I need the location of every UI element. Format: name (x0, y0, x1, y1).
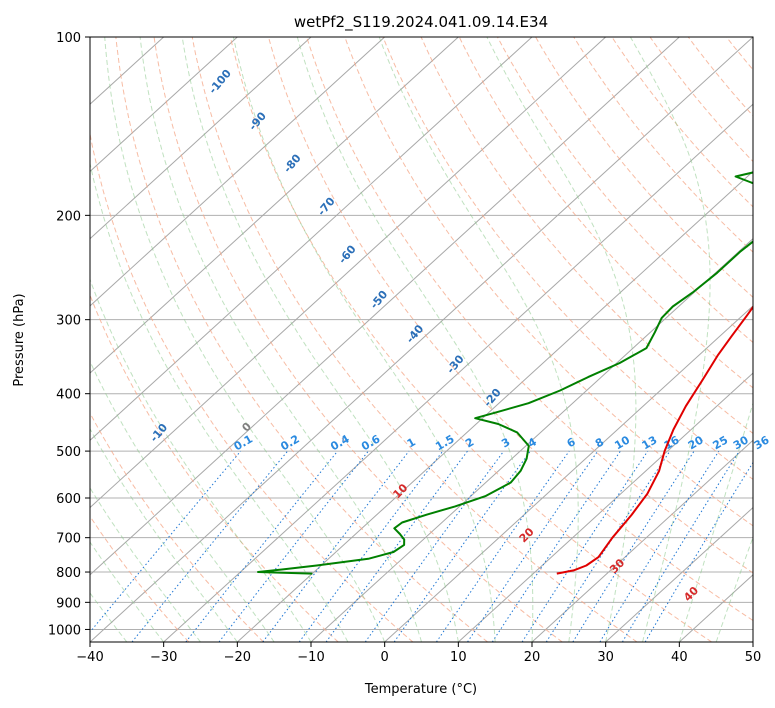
dry-adiabat-line (496, 37, 753, 344)
dry-adiabat-line (382, 37, 753, 481)
mixing-ratio-line (521, 450, 649, 642)
y-tick-label: 900 (56, 596, 81, 611)
mixing-ratio-line (262, 450, 410, 642)
isotherm-line (605, 506, 753, 642)
y-tick-label: 1000 (48, 623, 81, 638)
background-lines (90, 37, 753, 642)
x-tick-label: 50 (745, 650, 762, 665)
isotherm-line (90, 37, 607, 509)
isotherm-line (90, 37, 459, 374)
y-tick-label: 300 (56, 314, 81, 329)
dry-adiabat-line (153, 37, 563, 642)
moist-adiabat-line (90, 427, 238, 642)
dry-adiabat-line (573, 37, 753, 253)
mixing-ratio-line (90, 450, 242, 633)
mixing-ratio-line (491, 450, 621, 642)
dry-adiabat-line (115, 37, 488, 642)
isotherm-line (90, 37, 533, 442)
x-tick-label: 30 (597, 650, 614, 665)
dry-adiabat-line (90, 293, 339, 642)
moist-adiabat-line (90, 277, 312, 642)
mixing-ratio-line (572, 450, 695, 642)
moist-adiabat-line (181, 37, 459, 642)
y-axis: 100 200 300 400 500 600 700 800 900 1000 (48, 31, 90, 638)
x-tick-label: 20 (524, 650, 541, 665)
moist-adiabat-line (486, 37, 637, 642)
x-axis: −40 −30 −20 −10 0 10 20 30 40 50 (76, 642, 761, 665)
mixing-ratio-line (545, 450, 671, 642)
isotherm-line (457, 372, 753, 642)
x-tick-label: −20 (224, 650, 251, 665)
isotherm-line (90, 37, 238, 173)
isotherm-line (236, 170, 753, 642)
mixing-ratio-line (298, 450, 444, 642)
mixing-ratio-line (364, 450, 505, 642)
x-tick-label: −30 (150, 650, 177, 665)
mixing-ratio-line (467, 450, 599, 642)
isotherm-line (90, 37, 312, 240)
mixing-ratio-line (131, 450, 288, 642)
mixing-ratio-line (435, 450, 570, 642)
dry-adiabat-line (268, 37, 753, 622)
mixing-ratio-line (621, 450, 740, 642)
dewpoint-line (257, 171, 753, 575)
sounding-series (257, 171, 753, 575)
y-tick-label: 800 (56, 566, 81, 581)
chart-title: wetPf2_S119.2024.041.09.14.E34 (294, 13, 548, 32)
y-tick-label: 600 (56, 492, 81, 507)
isotherm-line (384, 305, 753, 642)
mixing-ratio-line (393, 450, 531, 642)
moist-adiabat-line (90, 161, 349, 642)
dry-adiabat-line (306, 37, 753, 574)
x-tick-label: 10 (450, 650, 467, 665)
y-tick-label: 700 (56, 532, 81, 547)
x-tick-label: −40 (76, 650, 103, 665)
moist-adiabat-line (296, 37, 534, 642)
moist-adiabat-line (139, 37, 422, 642)
dry-adiabat-line (535, 37, 753, 298)
moist-adiabat-line (232, 37, 496, 642)
dry-adiabat-line (90, 412, 264, 642)
moist-adiabat-line (90, 592, 128, 642)
x-tick-label: 40 (671, 650, 688, 665)
plot-frame (89, 36, 754, 643)
dry-adiabat-line (90, 515, 190, 642)
moist-adiabat-line (378, 37, 579, 642)
y-axis-label: Pressure (hPa) (12, 293, 27, 386)
isotherm-line (90, 37, 680, 576)
isotherm-line (531, 439, 753, 642)
y-tick-label: 400 (56, 388, 81, 403)
mixing-ratio-line (185, 450, 338, 642)
x-tick-label: 0 (381, 650, 389, 665)
mixing-ratio-line (325, 450, 468, 642)
dry-adiabat-line (649, 37, 753, 163)
x-axis-label: Temperature (°C) (364, 682, 477, 697)
x-tick-label: −10 (297, 650, 324, 665)
moist-adiabat-line (90, 360, 275, 642)
y-tick-label: 500 (56, 445, 81, 460)
dry-adiabat-line (229, 37, 712, 642)
dry-adiabat-line (344, 37, 753, 527)
isotherm-line (163, 103, 753, 642)
dry-adiabat-line (90, 131, 414, 642)
temperature-line (556, 305, 753, 575)
isotherm-line (90, 37, 386, 307)
dry-adiabat-line (191, 37, 638, 642)
moist-adiabat-line (715, 536, 753, 642)
y-tick-label: 100 (56, 31, 81, 46)
moist-adiabat-line (678, 401, 753, 642)
y-tick-label: 200 (56, 209, 81, 224)
moist-adiabat-line (629, 37, 711, 642)
